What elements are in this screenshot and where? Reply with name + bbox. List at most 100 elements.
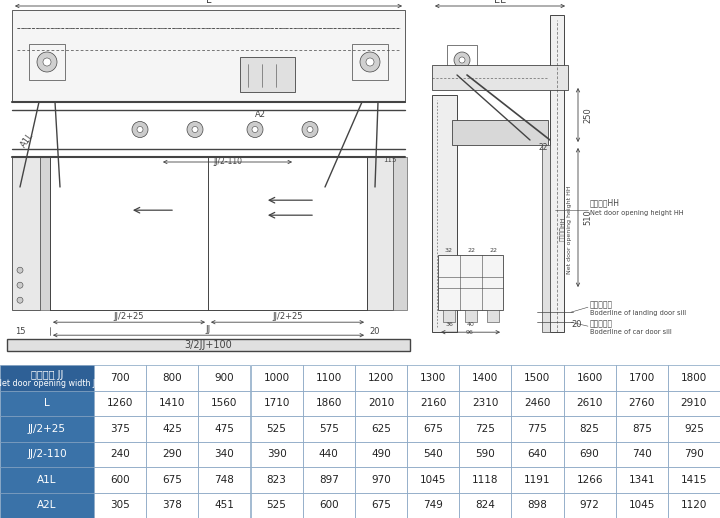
Circle shape — [37, 52, 57, 72]
Text: 15: 15 — [15, 327, 25, 336]
Text: 2460: 2460 — [524, 398, 551, 408]
Text: A2: A2 — [254, 110, 266, 119]
Bar — [251, 391, 302, 416]
Text: 40: 40 — [467, 322, 475, 327]
Bar — [94, 416, 146, 441]
Text: 1118: 1118 — [472, 475, 498, 485]
Bar — [564, 365, 616, 391]
Circle shape — [187, 122, 203, 137]
Circle shape — [302, 122, 318, 137]
Bar — [511, 493, 564, 518]
Text: 22: 22 — [467, 248, 475, 253]
Circle shape — [247, 122, 263, 137]
Bar — [302, 493, 355, 518]
Bar — [564, 416, 616, 441]
Bar — [302, 416, 355, 441]
Circle shape — [17, 267, 23, 273]
Bar — [668, 493, 720, 518]
Bar — [198, 467, 251, 493]
Text: JJ/2+25: JJ/2+25 — [272, 312, 302, 321]
Circle shape — [307, 126, 313, 133]
Bar — [407, 365, 459, 391]
Text: 净开门高HH: 净开门高HH — [590, 198, 620, 207]
Bar — [0, 493, 94, 518]
Text: 675: 675 — [423, 424, 443, 434]
Text: JJ/2+25: JJ/2+25 — [114, 312, 144, 321]
Text: A2L: A2L — [37, 500, 57, 510]
Bar — [407, 416, 459, 441]
Circle shape — [43, 58, 51, 66]
Text: 22: 22 — [489, 248, 497, 253]
Bar — [12, 157, 40, 310]
Text: 1100: 1100 — [315, 373, 342, 383]
Bar — [407, 391, 459, 416]
Text: 378: 378 — [162, 500, 182, 510]
Text: 525: 525 — [266, 500, 287, 510]
Text: 575: 575 — [319, 424, 338, 434]
Text: 823: 823 — [266, 475, 287, 485]
Circle shape — [360, 52, 380, 72]
Text: 2310: 2310 — [472, 398, 498, 408]
Text: L: L — [44, 398, 50, 408]
Text: 800: 800 — [163, 373, 182, 383]
Bar — [352, 44, 388, 80]
Bar — [355, 365, 407, 391]
Text: 1415: 1415 — [680, 475, 707, 485]
Bar — [94, 391, 146, 416]
Bar — [0, 365, 94, 391]
Bar — [407, 493, 459, 518]
Bar — [0, 467, 94, 493]
Bar — [29, 44, 65, 80]
Text: 20: 20 — [571, 320, 582, 329]
Circle shape — [137, 126, 143, 133]
Bar — [465, 310, 477, 322]
Text: 1710: 1710 — [264, 398, 289, 408]
Text: 590: 590 — [475, 449, 495, 459]
Bar — [355, 391, 407, 416]
Text: 510: 510 — [583, 209, 592, 225]
Text: 1260: 1260 — [107, 398, 133, 408]
Text: 2160: 2160 — [420, 398, 446, 408]
Text: 96: 96 — [466, 330, 474, 335]
Bar — [94, 441, 146, 467]
Text: 748: 748 — [215, 475, 234, 485]
Text: 1700: 1700 — [629, 373, 655, 383]
Text: 875: 875 — [632, 424, 652, 434]
Text: JJ: JJ — [206, 325, 211, 334]
Bar — [438, 255, 503, 310]
Circle shape — [454, 52, 470, 68]
Text: 1200: 1200 — [368, 373, 394, 383]
Text: 240: 240 — [110, 449, 130, 459]
Bar — [393, 157, 407, 310]
Bar — [668, 416, 720, 441]
Text: JJ/2-110: JJ/2-110 — [27, 449, 67, 459]
Bar — [94, 493, 146, 518]
Bar — [459, 365, 511, 391]
Text: 1266: 1266 — [576, 475, 603, 485]
Bar — [564, 441, 616, 467]
Text: 451: 451 — [215, 500, 234, 510]
Bar — [251, 365, 302, 391]
Bar — [146, 391, 198, 416]
Text: 1860: 1860 — [315, 398, 342, 408]
Bar — [511, 391, 564, 416]
Bar — [459, 493, 511, 518]
Text: JJ/2-110: JJ/2-110 — [213, 157, 242, 166]
Circle shape — [192, 126, 198, 133]
Text: 1600: 1600 — [577, 373, 603, 383]
Bar — [7, 339, 410, 351]
Circle shape — [366, 58, 374, 66]
Text: 290: 290 — [163, 449, 182, 459]
Bar — [355, 416, 407, 441]
Bar — [616, 365, 668, 391]
Bar — [146, 416, 198, 441]
Text: 1560: 1560 — [211, 398, 238, 408]
Text: 净开门高HH
Net door opening height HH: 净开门高HH Net door opening height HH — [560, 185, 572, 274]
Bar — [355, 467, 407, 493]
Bar — [564, 467, 616, 493]
Bar — [616, 416, 668, 441]
Text: 925: 925 — [684, 424, 704, 434]
Bar — [355, 493, 407, 518]
Bar — [459, 467, 511, 493]
Bar — [459, 391, 511, 416]
